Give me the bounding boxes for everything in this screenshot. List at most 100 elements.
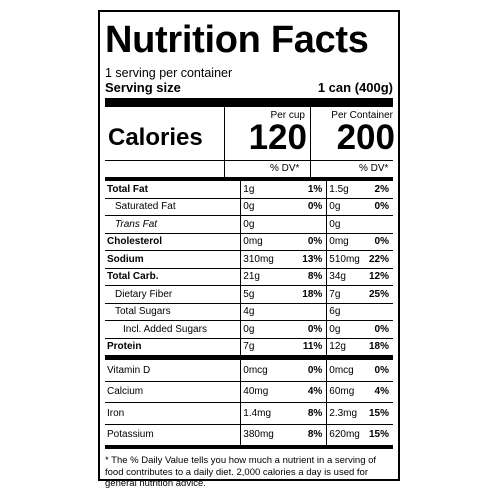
amount-per-cup: 1g (240, 181, 283, 199)
table-row: Total Fat 1g 1% 1.5g 2% (105, 181, 393, 199)
amount-per-container: 0g (326, 215, 369, 234)
nutrient-table: Total Fat 1g 1% 1.5g 2% Saturated Fat 0g… (105, 181, 393, 449)
dv-per-cup: 1% (282, 181, 327, 199)
amount-per-container: 60mg (326, 381, 369, 403)
column-divider-left (224, 107, 225, 160)
servings-per-container: 1 serving per container (105, 66, 233, 80)
dv-per-container: 22% (368, 250, 393, 269)
dv-per-container: 15% (368, 402, 393, 425)
nutrient-name: Trans Fat (105, 215, 241, 234)
dv-header-per-cup: % DV* (270, 163, 300, 174)
amount-per-cup: 0g (240, 198, 283, 216)
table-row: Total Sugars 4g 6g (105, 303, 393, 321)
nutrient-name: Vitamin D (105, 357, 241, 382)
amount-per-container: 7g (326, 285, 369, 304)
amount-per-cup: 40mg (240, 381, 283, 403)
table-row: Sodium 310mg 13% 510mg 22% (105, 250, 393, 269)
dv-per-container: 0% (368, 233, 393, 251)
dv-per-container: 0% (368, 198, 393, 216)
dv-per-cup (282, 303, 327, 321)
dv-per-cup: 8% (282, 424, 327, 449)
amount-per-cup: 21g (240, 268, 283, 286)
dv-per-cup: 13% (282, 250, 327, 269)
amount-per-container: 2.3mg (326, 402, 369, 425)
dv-per-cup: 11% (282, 338, 327, 360)
amount-per-cup: 0mcg (240, 357, 283, 382)
table-row: Total Carb. 21g 8% 34g 12% (105, 268, 393, 286)
dv-per-cup (282, 215, 327, 234)
nutrient-name: Total Sugars (105, 303, 241, 321)
per-cup-header: Per cup (270, 110, 305, 121)
nutrient-name: Saturated Fat (105, 198, 241, 216)
amount-per-cup: 1.4mg (240, 402, 283, 425)
dv-per-cup: 0% (282, 320, 327, 339)
nutrient-name: Incl. Added Sugars (105, 320, 241, 339)
calories-section: Calories Per cup Per Container 120 200 (105, 107, 395, 161)
column-divider-right (310, 161, 311, 177)
nutrient-name: Total Carb. (105, 268, 241, 286)
amount-per-container: 0mg (326, 233, 369, 251)
amount-per-cup: 0g (240, 215, 283, 234)
amount-per-container: 34g (326, 268, 369, 286)
dv-per-cup: 8% (282, 268, 327, 286)
dv-per-container: 18% (368, 338, 393, 360)
dv-per-container: 0% (368, 357, 393, 382)
table-row: Saturated Fat 0g 0% 0g 0% (105, 198, 393, 216)
dv-per-container: 4% (368, 381, 393, 403)
serving-size-value: 1 can (400g) (317, 80, 393, 95)
amount-per-container: 0mcg (326, 357, 369, 382)
nutrient-name: Iron (105, 402, 241, 425)
calories-label: Calories (108, 124, 203, 151)
column-divider-left (224, 161, 225, 177)
calories-per-cup: 120 (248, 118, 307, 157)
serving-size-label: Serving size (105, 80, 181, 95)
amount-per-cup: 5g (240, 285, 283, 304)
nutrient-name: Dietary Fiber (105, 285, 241, 304)
table-row: Calcium 40mg 4% 60mg 4% (105, 381, 393, 403)
amount-per-cup: 7g (240, 338, 283, 360)
nutrient-name: Potassium (105, 424, 241, 449)
dv-per-container: 0% (368, 320, 393, 339)
column-divider-right (310, 107, 311, 160)
table-row: Cholesterol 0mg 0% 0mg 0% (105, 233, 393, 251)
table-row: Dietary Fiber 5g 18% 7g 25% (105, 285, 393, 304)
dv-per-container: 12% (368, 268, 393, 286)
nutrient-name: Calcium (105, 381, 241, 403)
dv-per-cup: 0% (282, 233, 327, 251)
serving-size-row: Serving size 1 can (400g) (105, 80, 393, 107)
per-container-header: Per Container (331, 110, 393, 121)
nutrient-name: Cholesterol (105, 233, 241, 251)
dv-header-row: % DV* % DV* (105, 161, 393, 181)
amount-per-cup: 4g (240, 303, 283, 321)
nutrient-name: Total Fat (105, 181, 241, 199)
amount-per-cup: 0g (240, 320, 283, 339)
dv-per-cup: 0% (282, 198, 327, 216)
table-row: Iron 1.4mg 8% 2.3mg 15% (105, 402, 393, 425)
nutrient-name: Protein (105, 338, 241, 360)
amount-per-container: 0g (326, 198, 369, 216)
dv-per-cup: 8% (282, 402, 327, 425)
table-row: Potassium 380mg 8% 620mg 15% (105, 424, 393, 449)
daily-value-footnote: * The % Daily Value tells you how much a… (105, 455, 377, 489)
table-row: Vitamin D 0mcg 0% 0mcg 0% (105, 357, 393, 382)
table-row: Protein 7g 11% 12g 18% (105, 338, 393, 360)
dv-per-cup: 4% (282, 381, 327, 403)
dv-per-container (368, 303, 393, 321)
nutrient-name: Sodium (105, 250, 241, 269)
dv-header-per-container: % DV* (359, 163, 389, 174)
amount-per-cup: 0mg (240, 233, 283, 251)
nutrition-label: Nutrition Facts 1 serving per container … (98, 10, 400, 489)
dv-per-cup: 18% (282, 285, 327, 304)
amount-per-container: 12g (326, 338, 369, 360)
amount-per-container: 620mg (326, 424, 369, 449)
amount-per-container: 6g (326, 303, 369, 321)
amount-per-cup: 310mg (240, 250, 283, 269)
table-row: Incl. Added Sugars 0g 0% 0g 0% (105, 320, 393, 339)
amount-per-container: 1.5g (326, 181, 369, 199)
dv-per-cup: 0% (282, 357, 327, 382)
table-row: Trans Fat 0g 0g (105, 215, 393, 234)
dv-per-container (368, 215, 393, 234)
dv-per-container: 2% (368, 181, 393, 199)
calories-per-container: 200 (336, 118, 395, 157)
label-title: Nutrition Facts (105, 19, 369, 61)
